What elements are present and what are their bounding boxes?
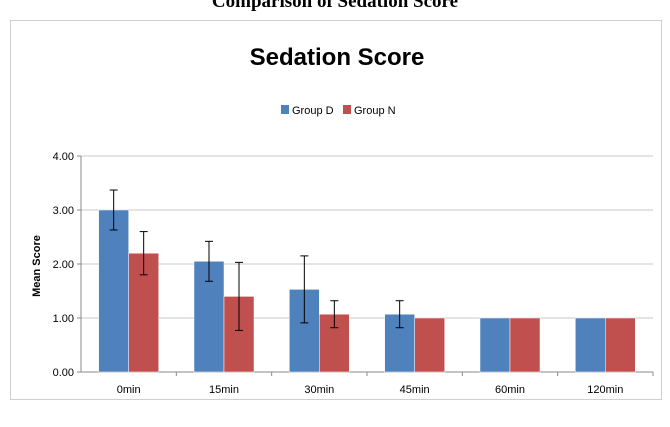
bar-group-d — [479, 317, 511, 373]
bar-group-n — [605, 317, 636, 373]
legend: Group D Group N — [281, 105, 396, 117]
bar-group-d — [98, 209, 129, 373]
plot-area: 0.00 1.00 2.00 3.00 4.00 0min 15min 30min 45min 6… — [53, 151, 654, 396]
bar-group-d — [575, 317, 606, 373]
x-tick-label: 60min — [495, 384, 525, 396]
y-tick-label: 0.00 — [53, 367, 74, 379]
x-tick-label: 30min — [304, 384, 334, 396]
x-tick-label: 45min — [400, 384, 430, 396]
x-tick-label: 15min — [209, 384, 239, 396]
legend-entry: Group D — [292, 105, 334, 117]
y-tick-label: 2.00 — [53, 259, 74, 271]
x-tick-label: 120min — [587, 384, 623, 396]
y-tick-label: 3.00 — [53, 205, 74, 217]
legend-swatch — [343, 105, 351, 114]
legend-entry: Group N — [354, 105, 396, 117]
bar-group-n — [414, 317, 445, 373]
x-tick-label: 0min — [117, 384, 141, 396]
chart-title: Sedation Score — [250, 44, 425, 71]
y-tick-label: 4.00 — [53, 151, 74, 163]
legend-swatch — [281, 105, 289, 114]
bar-chart: Sedation Score Group D Group N Mean Score… — [31, 44, 654, 396]
bar-group-n — [509, 317, 541, 373]
page-caption: Comparison of Sedation Score — [211, 0, 459, 12]
chart-frame: Sedation Score Group D Group N Mean Score… — [10, 20, 662, 400]
y-tick-label: 1.00 — [53, 313, 74, 325]
y-axis-label: Mean Score — [31, 235, 43, 297]
